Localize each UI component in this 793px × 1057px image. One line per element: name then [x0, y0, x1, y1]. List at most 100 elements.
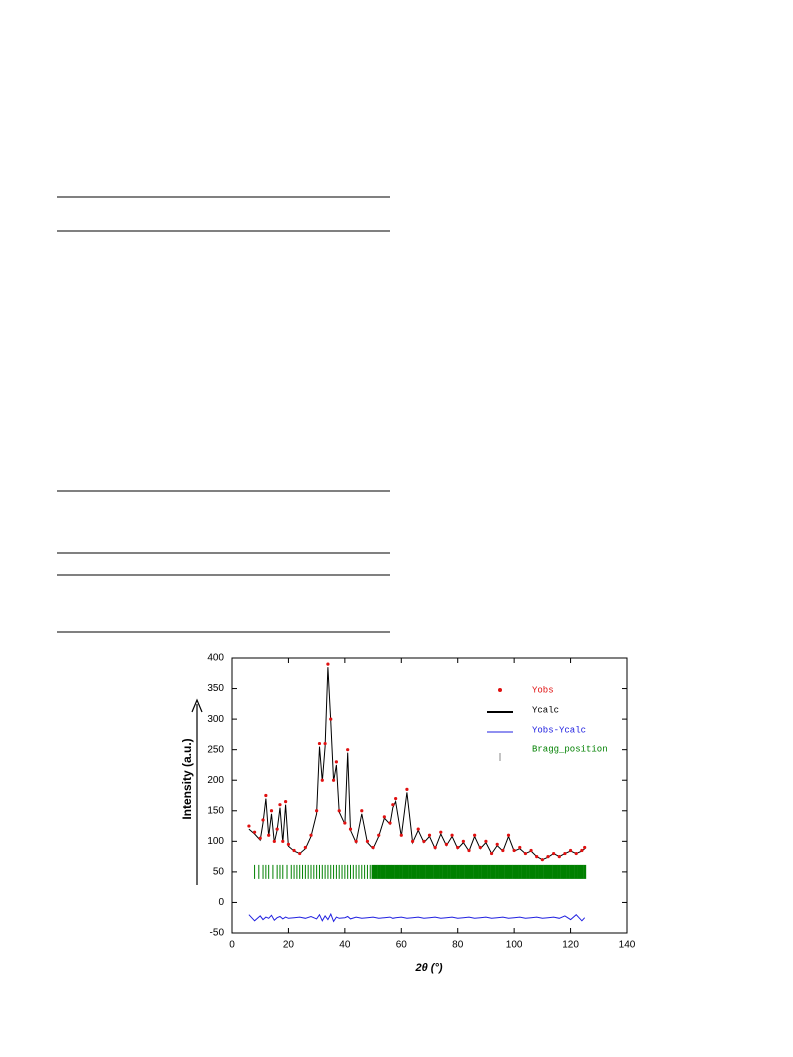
yobs-point — [360, 809, 364, 813]
yobs-point — [275, 827, 279, 831]
y-tick-label: 0 — [218, 897, 224, 908]
yobs-point — [258, 836, 262, 840]
yobs-point — [568, 848, 573, 853]
yobs-point — [267, 833, 271, 837]
y-tick-label: 250 — [207, 744, 224, 755]
yobs-point — [399, 833, 403, 837]
legend-marker — [498, 688, 502, 692]
yobs-point — [501, 848, 505, 853]
yobs-point — [552, 851, 556, 856]
yobs-point — [405, 787, 409, 791]
yobs-point — [444, 842, 449, 846]
yobs-point — [422, 839, 426, 843]
yobs-point — [309, 833, 313, 837]
y-tick-label: 200 — [207, 775, 224, 786]
yobs-point — [518, 845, 522, 850]
series-line — [248, 912, 586, 923]
yobs-point — [391, 803, 395, 807]
yobs-point — [264, 793, 268, 798]
x-tick-label: 20 — [283, 940, 295, 951]
yobs-point — [574, 851, 578, 856]
x-tick-label: 60 — [396, 940, 408, 951]
yobs-point — [467, 848, 471, 853]
x-tick-label: 80 — [452, 940, 464, 951]
yobs-point — [478, 845, 482, 850]
yobs-point — [278, 803, 282, 807]
yobs-point — [281, 839, 285, 843]
legend-label: Ycalc — [532, 705, 559, 715]
yobs-point — [583, 845, 587, 850]
yobs-point — [317, 741, 322, 746]
yobs-point — [261, 818, 265, 822]
series-line — [248, 667, 586, 861]
yobs-point — [284, 800, 288, 804]
yobs-point — [323, 741, 327, 746]
yobs-point — [535, 855, 539, 859]
yobs-point — [269, 809, 274, 813]
yobs-point — [292, 848, 296, 853]
yobs-point — [348, 827, 353, 831]
yobs-point — [580, 848, 584, 853]
yobs-point — [354, 839, 358, 843]
y-tick-label: 100 — [207, 836, 224, 847]
y-axis-label: Intensity (a.u.) — [180, 738, 194, 819]
plot-frame — [231, 657, 628, 934]
yobs-point — [540, 858, 544, 862]
y-tick-label: 300 — [207, 714, 224, 725]
yobs-point — [298, 851, 302, 856]
yobs-point — [320, 778, 324, 782]
y-tick-label: 350 — [207, 683, 224, 694]
yobs-point — [416, 827, 420, 831]
y-tick-label: -50 — [210, 928, 225, 939]
yobs-point — [529, 848, 533, 853]
yobs-point — [410, 839, 415, 843]
x-tick-label: 140 — [619, 940, 636, 951]
yobs-point — [427, 833, 432, 837]
yobs-point — [377, 833, 381, 837]
yobs-point — [337, 809, 341, 813]
yobs-point — [315, 809, 319, 813]
yobs-point — [563, 851, 567, 856]
yobs-point — [546, 855, 550, 859]
arrow-head — [191, 698, 203, 713]
y-tick-label: 50 — [213, 867, 225, 878]
x-tick-label: 40 — [339, 940, 351, 951]
yobs-point — [450, 833, 454, 837]
yobs-point — [252, 830, 257, 834]
table-rules — [57, 196, 390, 633]
yobs-point — [329, 717, 333, 721]
yobs-point — [382, 815, 386, 819]
yobs-point — [346, 748, 350, 752]
yobs-point — [433, 845, 437, 850]
legend-label: Bragg_position — [532, 744, 608, 754]
yobs-point — [303, 845, 307, 850]
yobs-point — [456, 845, 460, 850]
yobs-point — [343, 821, 347, 825]
yobs-point — [461, 839, 465, 843]
yobs-point — [473, 833, 477, 837]
yobs-point — [439, 830, 443, 834]
y-tick-label: 150 — [207, 805, 224, 816]
x-axis-label: 2θ (°) — [414, 962, 442, 974]
yobs-point — [365, 839, 370, 843]
yobs-point — [371, 845, 375, 850]
yobs-point — [484, 839, 488, 843]
y-tick-label: 400 — [207, 653, 224, 664]
yobs-point — [331, 778, 336, 782]
yobs-point — [512, 848, 516, 853]
yobs-point — [247, 824, 251, 828]
x-tick-label: 120 — [562, 940, 579, 951]
x-tick-label: 0 — [229, 940, 235, 951]
yobs-point — [272, 839, 276, 843]
yobs-point — [506, 833, 511, 837]
yobs-point — [394, 796, 398, 801]
yobs-point — [334, 760, 338, 764]
yobs-point — [286, 842, 291, 846]
yobs-point — [495, 842, 499, 846]
yobs-point — [557, 855, 561, 859]
yobs-point — [326, 662, 330, 666]
x-tick-label: 100 — [506, 940, 523, 951]
legend-label: Yobs-Ycalc — [532, 725, 586, 735]
